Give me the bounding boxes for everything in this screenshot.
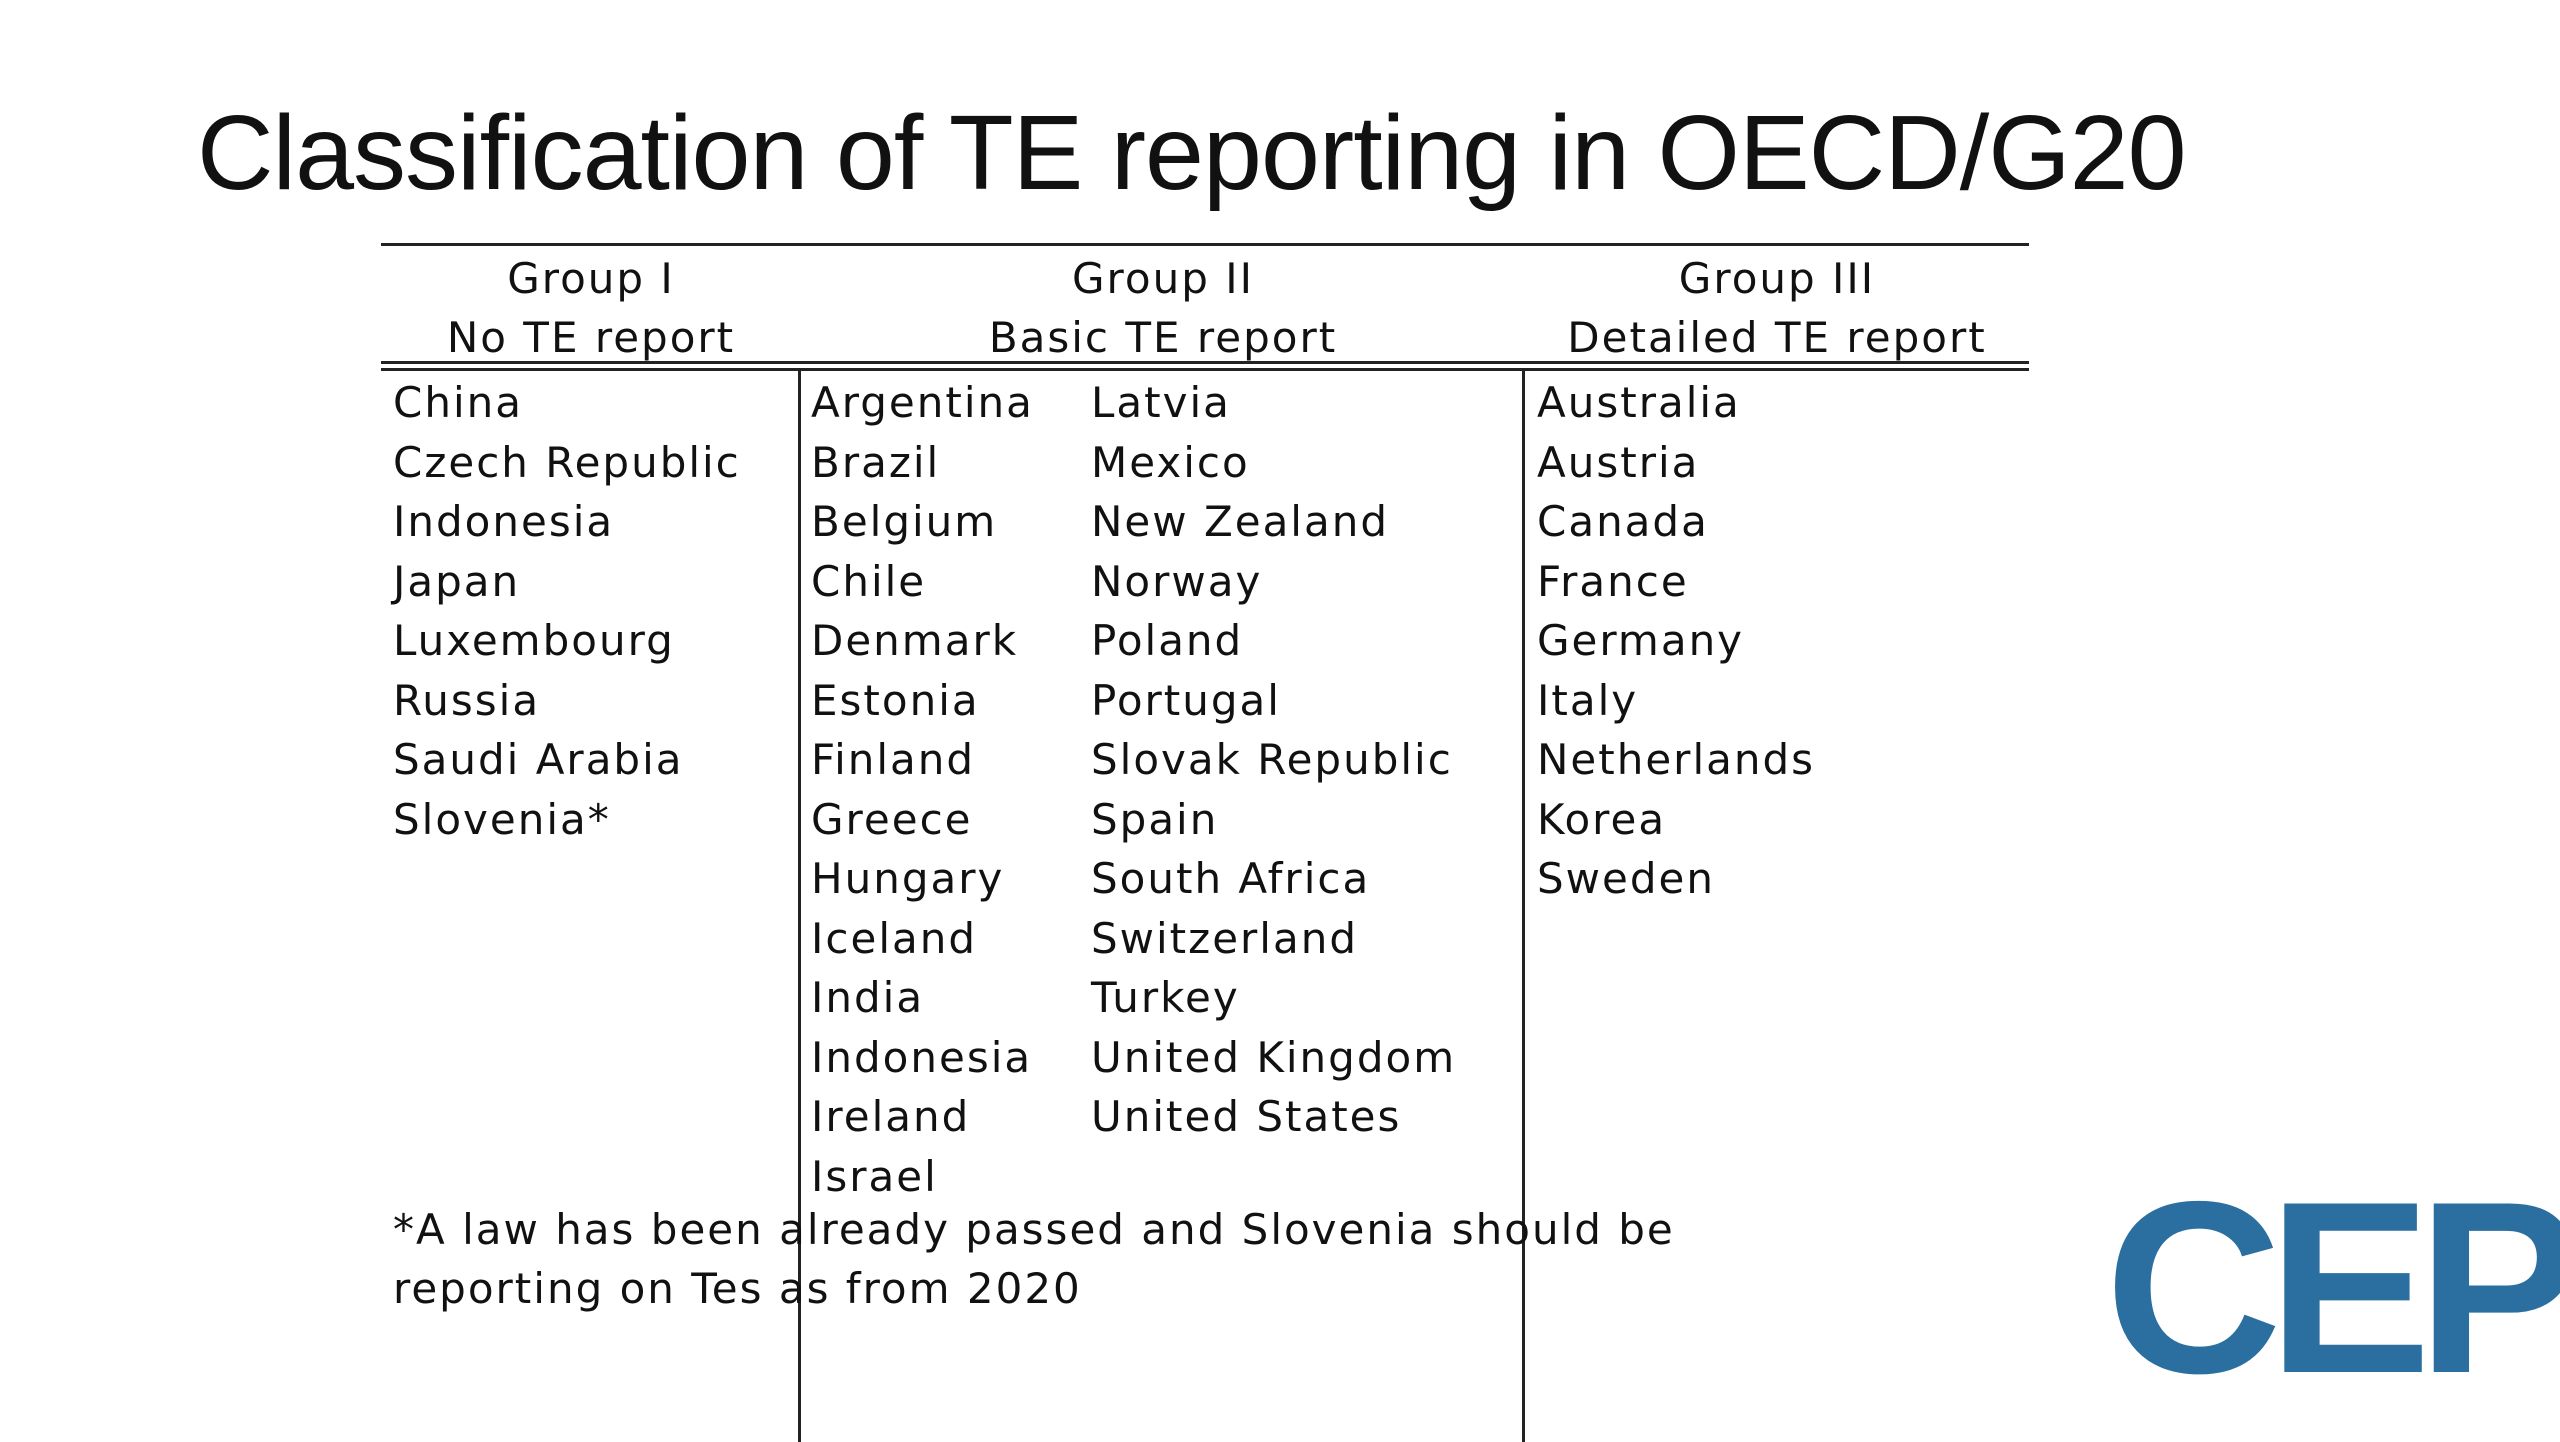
column-separator-1 (798, 368, 801, 1442)
group3-header: Group III Detailed TE report (1525, 249, 2029, 367)
group2-country-list-a: Argentina Brazil Belgium Chile Denmark Estoni… (811, 373, 1034, 1206)
country-item: Canada (1537, 497, 1709, 546)
country-item: Finland (811, 735, 976, 784)
country-item: Portugal (1091, 675, 1281, 725)
country-item: Slovenia* (393, 794, 611, 844)
country-item: Brazil (811, 437, 941, 487)
country-item: Hungary (811, 854, 1005, 903)
column-separator-2 (1522, 368, 1525, 1442)
header-double-rule-top (381, 361, 2029, 364)
header-double-rule-bottom (381, 368, 2029, 371)
country-item: Slovak Republic (1091, 735, 1453, 784)
country-item: Czech Republic (393, 437, 741, 487)
country-item: Turkey (1091, 973, 1240, 1022)
country-item: Germany (1537, 616, 1745, 665)
country-item: Austria (1537, 437, 1700, 487)
group3-subtitle: Detailed TE report (1567, 313, 1987, 362)
footnote-line-1: *A law has been already passed and Slove… (393, 1205, 1675, 1254)
country-item: France (1537, 556, 1689, 606)
country-item: India (811, 973, 925, 1022)
country-item: China (393, 378, 523, 427)
country-item: Netherlands (1537, 735, 1816, 784)
slide-title: Classification of TE reporting in OECD/G… (197, 94, 2187, 212)
group1-name: Group I (507, 254, 675, 303)
country-item: United Kingdom (1091, 1032, 1457, 1082)
country-item: Ireland (811, 1092, 971, 1141)
cep-logo: CEP (2105, 1150, 2560, 1424)
country-item: South Africa (1091, 854, 1371, 903)
country-item: Latvia (1091, 378, 1231, 427)
country-item: Israel (811, 1151, 938, 1201)
footnote-line-2: reporting on Tes as from 2020 (393, 1264, 1082, 1313)
group1-header: Group I No TE report (381, 249, 801, 367)
country-item: Poland (1091, 616, 1244, 665)
group1-subtitle: No TE report (446, 313, 736, 362)
table-top-rule (381, 243, 2029, 246)
group1-country-list: China Czech Republic Indonesia Japan Luxembo… (393, 373, 741, 849)
group2-country-list-b: Latvia Mexico New Zealand Norway Poland Portu… (1091, 373, 1456, 1147)
country-item: Indonesia (393, 497, 615, 546)
country-item: Mexico (1091, 437, 1250, 487)
country-item: Saudi Arabia (393, 735, 684, 784)
country-item: Iceland (811, 913, 978, 963)
group3-name: Group III (1678, 254, 1876, 303)
group2-header: Group II Basic TE report (801, 249, 1525, 367)
group2-subtitle: Basic TE report (988, 313, 1338, 362)
country-item: Denmark (811, 616, 1019, 665)
country-item: New Zealand (1091, 497, 1389, 546)
country-item: Estonia (811, 675, 980, 725)
country-item: Australia (1537, 378, 1741, 427)
country-item: Belgium (811, 497, 998, 546)
country-item: Sweden (1537, 854, 1715, 903)
country-item: Indonesia (811, 1032, 1033, 1082)
country-item: Spain (1091, 794, 1219, 844)
country-item: Chile (811, 556, 927, 606)
country-item: Italy (1537, 675, 1639, 725)
country-item: Greece (811, 794, 973, 844)
country-item: Luxembourg (393, 616, 675, 665)
country-item: United States (1091, 1092, 1402, 1141)
country-item: Russia (393, 675, 541, 725)
footnote: *A law has been already passed and Slove… (393, 1200, 1675, 1318)
group3-country-list: Australia Austria Canada France Germany Italy… (1537, 373, 1815, 909)
group2-name: Group II (1072, 254, 1254, 303)
country-item: Argentina (811, 378, 1034, 427)
country-item: Japan (393, 556, 521, 606)
country-item: Norway (1091, 556, 1263, 606)
country-item: Switzerland (1091, 913, 1358, 963)
country-item: Korea (1537, 794, 1667, 844)
